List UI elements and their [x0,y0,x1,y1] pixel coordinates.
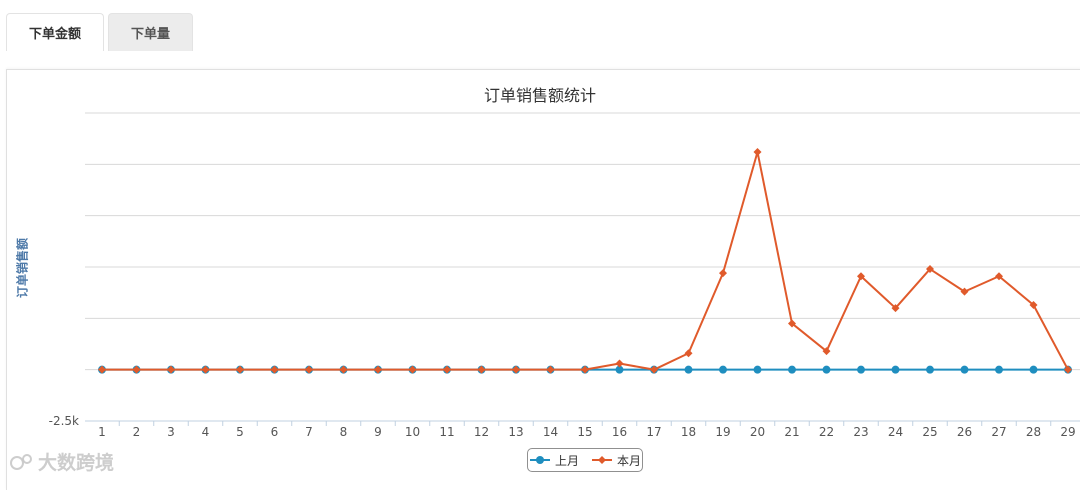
data-point-s1-8 [339,365,348,374]
legend-marker-diamond-icon [592,456,612,464]
data-point-s0-18 [684,365,693,374]
data-point-s1-4 [201,365,210,374]
x-tick-label-5: 5 [236,425,244,439]
data-point-s0-27 [995,365,1003,374]
x-tick-label-1: 1 [98,425,106,439]
data-point-s1-7 [305,365,313,374]
data-point-s1-9 [374,365,382,374]
data-point-s1-6 [270,365,279,374]
data-point-s1-17 [650,365,658,374]
x-tick-label-29: 29 [1060,425,1075,439]
data-point-s1-14 [546,365,555,374]
data-point-s0-20 [753,365,762,374]
data-point-s0-21 [788,365,796,374]
chart-title: 订单销售额统计 [483,86,596,105]
data-point-s1-19 [719,269,727,278]
x-tick-label-12: 12 [474,425,489,439]
watermark-logo-icon [10,453,32,470]
x-tick-label-9: 9 [374,425,382,439]
data-point-s1-18 [684,349,693,358]
data-point-s0-23 [857,365,865,374]
tab-order-amount[interactable]: 下单金额 [6,13,105,51]
data-point-s0-28 [1029,365,1038,374]
data-point-s1-21 [788,319,796,328]
legend-item-this-month[interactable]: 本月 [591,452,641,469]
x-tick-label-16: 16 [612,425,627,439]
x-tick-label-6: 6 [271,425,279,439]
data-point-s1-10 [408,365,417,374]
data-point-s0-25 [926,365,934,374]
x-tick-label-25: 25 [922,425,937,439]
x-tick-label-2: 2 [133,425,141,439]
legend-item-last-month[interactable]: 上月 [529,452,579,469]
data-point-s1-27 [995,272,1003,281]
tab-order-quantity[interactable]: 下单量 [108,13,194,51]
watermark: 大数跨境 [10,448,114,475]
x-tick-label-23: 23 [853,425,868,439]
x-tick-label-20: 20 [750,425,765,439]
x-tick-label-19: 19 [715,425,730,439]
data-point-s1-22 [822,347,831,356]
legend-label-last-month: 上月 [554,453,579,468]
data-point-s0-24 [891,365,900,374]
data-point-s1-28 [1029,300,1038,309]
series-line-1 [102,151,1069,371]
data-point-s1-2 [132,365,141,374]
y-tick-label: -2.5k [49,414,79,428]
data-point-s1-24 [891,304,900,313]
data-point-s0-26 [960,365,969,374]
x-tick-label-3: 3 [167,425,175,439]
data-point-s1-12 [477,365,486,374]
watermark-text: 大数跨境 [38,452,115,474]
data-point-s0-16 [615,365,624,374]
data-point-s1-13 [512,365,520,374]
data-point-s0-22 [822,365,831,374]
x-tick-label-14: 14 [543,425,558,439]
x-tick-label-11: 11 [439,425,454,439]
x-tick-label-17: 17 [646,425,661,439]
x-tick-label-13: 13 [508,425,523,439]
chart-panel [6,69,1080,490]
x-tick-label-22: 22 [819,425,834,439]
data-point-s1-23 [857,272,865,281]
legend-label-this-month: 本月 [617,453,642,468]
line-chart: -2.5k1 2 3 4 5 6 7 8 9 10 11 12 13 14 15 16 17 18 19 20 21 22… [49,112,1080,439]
data-point-s1-3 [167,365,175,374]
x-tick-label-27: 27 [991,425,1006,439]
data-point-s1-1 [98,365,106,374]
data-point-s1-16 [615,359,624,368]
legend: 上月 本月 [527,448,643,472]
x-tick-label-7: 7 [305,425,313,439]
data-point-s1-11 [443,365,451,374]
data-point-s1-26 [960,287,969,296]
x-tick-label-21: 21 [784,425,799,439]
data-point-s1-20 [753,148,762,157]
x-tick-label-24: 24 [888,425,903,439]
x-tick-label-28: 28 [1026,425,1041,439]
legend-marker-circle-icon [529,456,550,464]
tab-bar: 下单金额 下单量 [6,13,194,51]
x-tick-label-18: 18 [681,425,696,439]
data-point-s1-5 [236,365,244,374]
data-point-s1-15 [581,365,589,374]
x-tick-label-8: 8 [340,425,348,439]
x-tick-label-10: 10 [405,425,420,439]
data-point-s1-25 [926,265,934,274]
x-tick-label-15: 15 [577,425,592,439]
x-tick-label-26: 26 [957,425,972,439]
x-tick-label-4: 4 [202,425,210,439]
data-point-s1-29 [1064,365,1072,374]
data-point-s0-19 [719,365,727,374]
